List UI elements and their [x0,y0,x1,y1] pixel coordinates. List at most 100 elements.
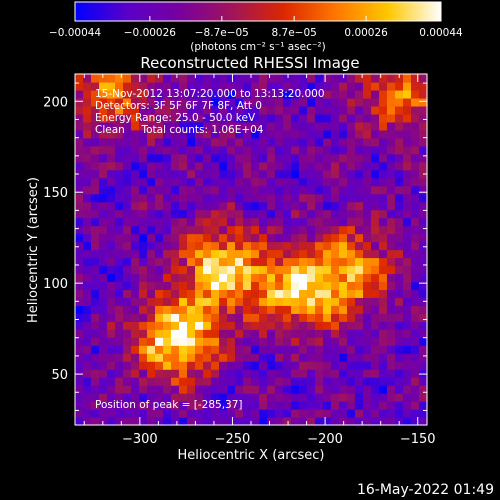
heatmap-cell [411,185,420,195]
heatmap-cell [291,281,300,290]
heatmap-cell [291,409,300,418]
heatmap-cell [283,137,292,147]
heatmap-cell [243,313,252,322]
heatmap-cell [419,153,428,163]
heatmap-cell [371,337,380,346]
heatmap-cell [131,313,140,322]
heatmap-cell [307,137,316,147]
heatmap-cell [219,401,228,410]
heatmap-cell [411,297,420,306]
heatmap-cell [187,201,196,211]
heatmap-cell [227,169,236,179]
heatmap-cell [323,169,332,179]
heatmap-cell [107,345,116,354]
heatmap-cell [179,321,188,330]
heatmap-cell [91,369,100,378]
heatmap-cell [195,249,204,259]
heatmap-cell [171,369,180,378]
heatmap-cell [267,185,276,195]
heatmap-cell [291,113,300,123]
heatmap-cell [115,257,124,267]
heatmap-cell [379,265,388,275]
heatmap-cell [339,401,348,410]
heatmap-cell [379,345,388,354]
heatmap-cell [235,209,244,219]
heatmap-cell [371,153,380,163]
heatmap-cell [219,185,228,195]
heatmap-cell [243,217,252,227]
heatmap-cell [179,233,188,243]
heatmap-cell [275,193,284,203]
heatmap-cell [155,345,164,354]
heatmap-cell [267,113,276,123]
heatmap-cell [299,89,308,99]
heatmap-cell [411,137,420,147]
heatmap-cell [131,201,140,211]
heatmap-cell [91,121,100,131]
heatmap-cell [91,321,100,330]
heatmap-cell [163,121,172,131]
heatmap-cell [363,265,372,275]
heatmap-cell [139,321,148,330]
heatmap-cell [187,329,196,338]
heatmap-cell [339,273,348,283]
heatmap-cell [91,217,100,227]
heatmap-cell [403,121,412,131]
heatmap-cell [411,153,420,163]
heatmap-cell [211,369,220,378]
heatmap-cell [107,369,116,378]
heatmap-cell [107,177,116,187]
heatmap-cell [131,249,140,259]
heatmap-cell [243,201,252,211]
heatmap-cell [219,369,228,378]
heatmap-cell [91,169,100,179]
heatmap-cell [107,265,116,275]
heatmap-cell [227,153,236,163]
heatmap-cell [251,273,260,283]
heatmap-cell [419,129,428,139]
colorbar-tick-label: 0.00026 [344,27,388,39]
heatmap-cell [403,337,412,346]
heatmap-cell [115,225,124,235]
heatmap-cell [283,161,292,171]
heatmap-cell [379,361,388,370]
heatmap-cell [139,233,148,243]
heatmap-cell [83,209,92,219]
heatmap-cell [91,337,100,346]
heatmap-cell [291,233,300,243]
heatmap-cell [331,74,340,83]
heatmap-cell [371,74,380,83]
heatmap-cell [251,417,260,426]
heatmap-cell [163,305,172,314]
heatmap-cell [315,289,324,298]
heatmap-cell [187,217,196,227]
heatmap-cell [99,153,108,163]
heatmap-cell [83,241,92,251]
heatmap-cell [411,329,420,338]
heatmap-cell [139,201,148,211]
heatmap-cell [339,113,348,123]
heatmap-cell [363,185,372,195]
heatmap-cell [91,401,100,410]
info-annotations: 15-Nov-2012 13:07:20.000 to 13:13:20.000… [95,88,325,411]
heatmap-cell [395,265,404,275]
heatmap-cell [115,169,124,179]
heatmap-cell [187,209,196,219]
heatmap-cell [187,401,196,410]
heatmap-cell [395,329,404,338]
heatmap-cell [259,297,268,306]
heatmap-cell [307,225,316,235]
heatmap-cell [403,289,412,298]
heatmap-cell [107,153,116,163]
heatmap-cell [299,177,308,187]
heatmap-cell [307,345,316,354]
heatmap-cell [227,409,236,418]
heatmap-cell [419,401,428,410]
heatmap-cell [171,225,180,235]
heatmap-cell [331,97,340,107]
heatmap-cell [147,153,156,163]
heatmap-cell [275,329,284,338]
heatmap-cell [267,105,276,115]
